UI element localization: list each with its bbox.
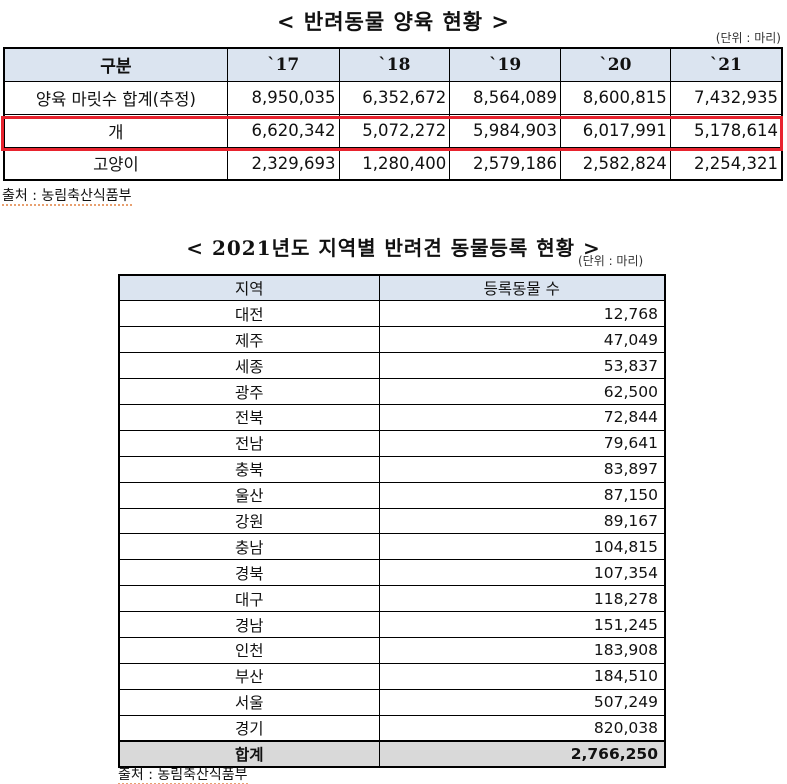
row-value: 1,280,400 <box>338 146 451 181</box>
registration-count: 47,049 <box>378 326 666 354</box>
table-row: 울산 87,150 <box>118 481 666 509</box>
table2-title: < 2021년도 지역별 반려견 동물등록 현황 > <box>186 236 601 260</box>
registration-count: 12,768 <box>378 300 666 328</box>
table2-source: 출처 : 농림축산식품부 <box>118 767 248 784</box>
table1-source: 출처 : 농림축산식품부 <box>2 188 132 206</box>
row-value: 7,432,935 <box>669 80 783 115</box>
registration-count: 118,278 <box>378 585 666 613</box>
header-year-21: `21 <box>669 47 783 82</box>
row-value: 5,072,272 <box>338 113 451 148</box>
row-value: 5,178,614 <box>669 113 783 148</box>
row-value: 8,950,035 <box>226 80 340 115</box>
table-row: 강원 89,167 <box>118 507 666 535</box>
row-label: 개 <box>3 113 228 148</box>
registration-count: 72,844 <box>378 403 666 431</box>
row-value: 8,600,815 <box>559 80 671 115</box>
table-row: 부산 184,510 <box>118 662 666 690</box>
region-name: 대구 <box>118 585 380 613</box>
registration-count: 79,641 <box>378 429 666 457</box>
header-year-19: `19 <box>449 47 561 82</box>
table1-unit: (단위 : 마리) <box>715 31 781 45</box>
row-value: 5,984,903 <box>449 113 561 148</box>
region-name: 광주 <box>118 378 380 405</box>
table-row: 개 6,620,342 5,072,272 5,984,903 6,017,991 5,1… <box>3 113 783 148</box>
registration-count: 87,150 <box>378 481 666 509</box>
table-row: 대전 12,768 <box>118 300 666 328</box>
table-row: 제주 47,049 <box>118 326 666 354</box>
region-name: 충북 <box>118 455 380 483</box>
table-header-row: 지역 등록동물 수 <box>118 274 666 302</box>
table-row: 양육 마릿수 합계(추정) 8,950,035 6,352,672 8,564,089… <box>3 80 783 115</box>
region-name: 충남 <box>118 533 380 561</box>
region-name: 경남 <box>118 611 380 638</box>
row-value: 2,582,824 <box>559 146 671 181</box>
table-row: 인천 183,908 <box>118 636 666 664</box>
table-row: 광주 62,500 <box>118 378 666 405</box>
regional-dog-registration-table: 지역 등록동물 수 대전 12,768 제주 47,049 세종 53,837 광주 62,5… <box>118 274 666 768</box>
registration-count: 183,908 <box>378 636 666 664</box>
row-value: 6,620,342 <box>226 113 340 148</box>
registration-count: 62,500 <box>378 378 666 405</box>
table-row: 세종 53,837 <box>118 352 666 380</box>
total-label: 합계 <box>118 740 380 768</box>
region-name: 강원 <box>118 507 380 535</box>
total-count: 2,766,250 <box>378 740 666 768</box>
header-region: 지역 <box>118 274 380 302</box>
header-year-18: `18 <box>338 47 451 82</box>
header-year-17: `17 <box>226 47 340 82</box>
row-value: 6,352,672 <box>338 80 451 115</box>
registration-count: 89,167 <box>378 507 666 535</box>
table-row: 충북 83,897 <box>118 455 666 483</box>
registration-count: 184,510 <box>378 662 666 690</box>
table-row: 충남 104,815 <box>118 533 666 561</box>
table-row: 고양이 2,329,693 1,280,400 2,579,186 2,582,824 2… <box>3 146 783 181</box>
region-name: 전남 <box>118 429 380 457</box>
row-value: 6,017,991 <box>559 113 671 148</box>
region-name: 대전 <box>118 300 380 328</box>
row-label: 양육 마릿수 합계(추정) <box>3 80 228 115</box>
table1-title: < 반려동물 양육 현황 > <box>277 9 510 34</box>
pet-ownership-table: 구분 `17 `18 `19 `20 `21 양육 마릿수 합계(추정) 8,95… <box>3 47 783 181</box>
table-row: 서울 507,249 <box>118 688 666 716</box>
registration-count: 151,245 <box>378 611 666 638</box>
registration-count: 53,837 <box>378 352 666 380</box>
header-category: 구분 <box>3 47 228 82</box>
table-row: 전북 72,844 <box>118 403 666 431</box>
region-name: 세종 <box>118 352 380 380</box>
row-value: 8,564,089 <box>449 80 561 115</box>
table-row: 경북 107,354 <box>118 559 666 587</box>
row-value: 2,579,186 <box>449 146 561 181</box>
region-name: 인천 <box>118 636 380 664</box>
table-row: 전남 79,641 <box>118 429 666 457</box>
region-name: 전북 <box>118 403 380 431</box>
registration-count: 820,038 <box>378 714 666 742</box>
region-name: 서울 <box>118 688 380 716</box>
registration-count: 83,897 <box>378 455 666 483</box>
header-count: 등록동물 수 <box>378 274 666 302</box>
region-name: 경기 <box>118 714 380 742</box>
row-label: 고양이 <box>3 146 228 181</box>
region-name: 경북 <box>118 559 380 587</box>
row-value: 2,254,321 <box>669 146 783 181</box>
registration-count: 107,354 <box>378 559 666 587</box>
table-row: 대구 118,278 <box>118 585 666 613</box>
table-header-row: 구분 `17 `18 `19 `20 `21 <box>3 47 783 82</box>
total-row: 합계 2,766,250 <box>118 740 666 768</box>
region-name: 제주 <box>118 326 380 354</box>
region-name: 부산 <box>118 662 380 690</box>
table-row: 경기 820,038 <box>118 714 666 742</box>
table2-unit: (단위 : 마리) <box>578 254 644 268</box>
header-year-20: `20 <box>559 47 671 82</box>
registration-count: 507,249 <box>378 688 666 716</box>
registration-count: 104,815 <box>378 533 666 561</box>
row-value: 2,329,693 <box>226 146 340 181</box>
table-row: 경남 151,245 <box>118 611 666 638</box>
region-name: 울산 <box>118 481 380 509</box>
